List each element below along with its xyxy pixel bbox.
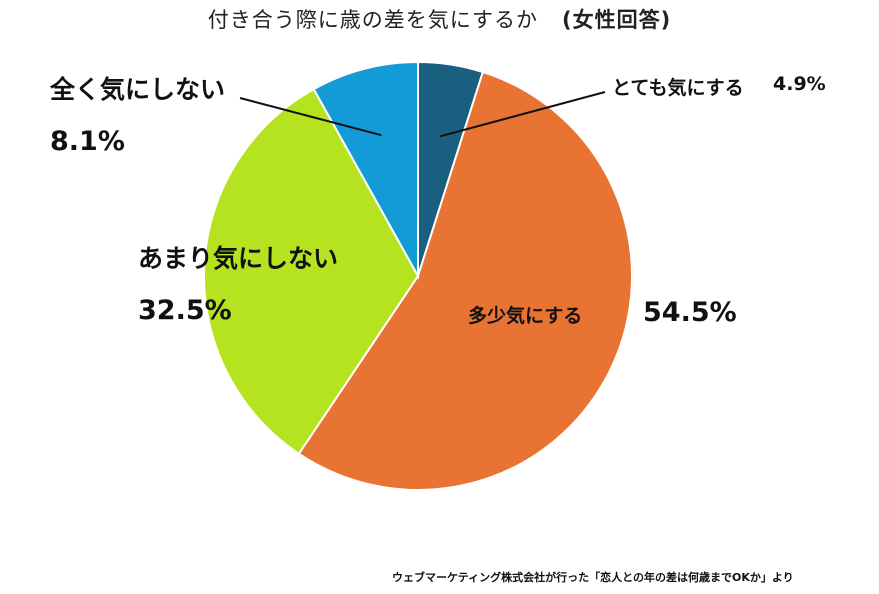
chart-title-main: 付き合う際に歳の差を気にするか bbox=[207, 8, 538, 32]
slice-value-not-at-all-concerned: 8.1% bbox=[50, 126, 125, 157]
leader-line-not-at-all-concerned bbox=[239, 97, 382, 137]
chart-title: 付き合う際に歳の差を気にするか (女性回答) bbox=[0, 4, 879, 34]
slice-label-not-very-concerned: あまり気にしない bbox=[138, 244, 339, 273]
slice-label-somewhat-concerned: 多少気にする bbox=[468, 305, 583, 327]
pie-slice-somewhat-concerned bbox=[297, 70, 633, 491]
slice-value-very-concerned: 4.9% bbox=[773, 73, 826, 95]
slice-value-somewhat-concerned: 54.5% bbox=[643, 297, 737, 328]
pie-slices bbox=[203, 60, 633, 491]
slice-value-not-very-concerned: 32.5% bbox=[138, 295, 232, 326]
leader-lines bbox=[239, 91, 606, 138]
slice-label-not-at-all-concerned: 全く気にしない bbox=[50, 75, 226, 104]
slice-label-very-concerned: とても気にする bbox=[612, 77, 744, 99]
chart-subtitle: (女性回答) bbox=[562, 8, 672, 32]
leader-line-very-concerned bbox=[439, 91, 606, 138]
pie-slice-not-at-all-concerned bbox=[312, 60, 419, 280]
source-note: ウェブマーケティング株式会社が行った「恋人との年の差は何歳までOKか」より bbox=[392, 571, 794, 584]
